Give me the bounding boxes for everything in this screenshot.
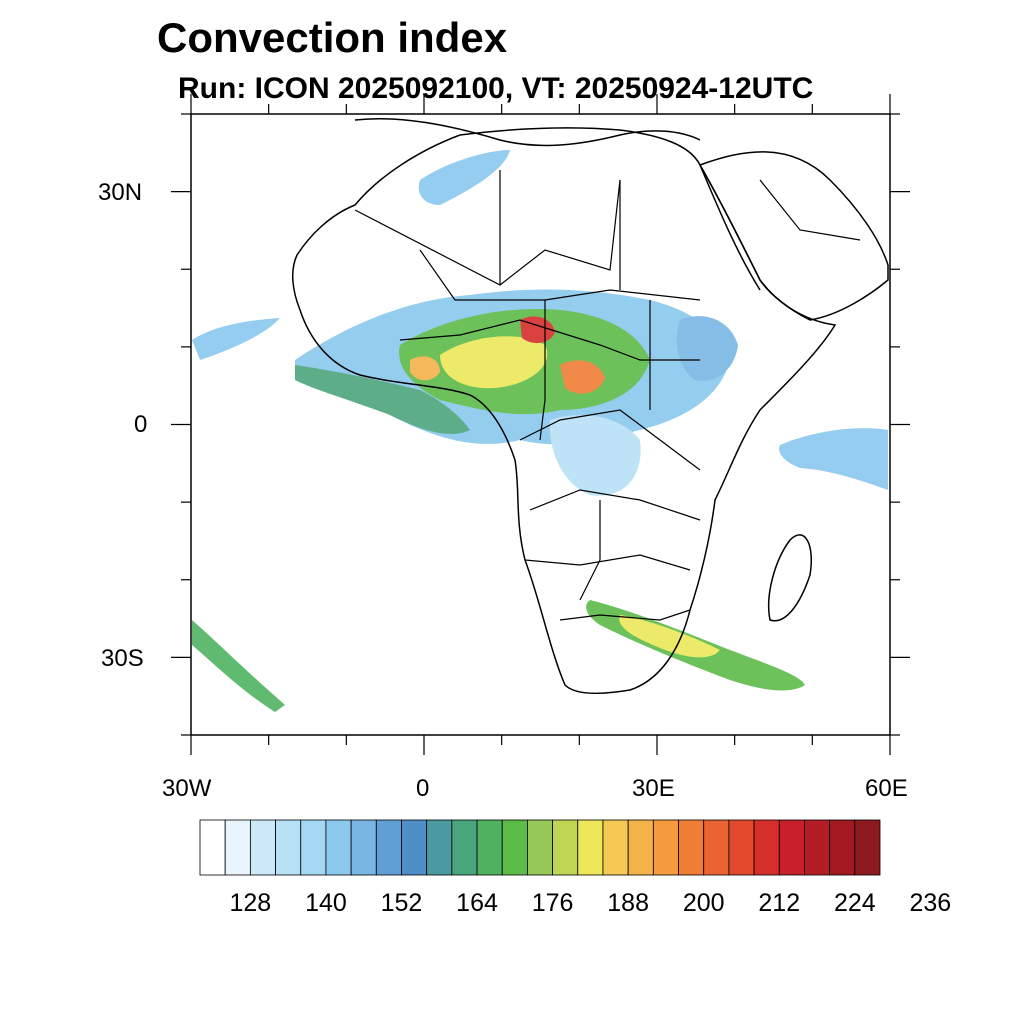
- convection-hotspot-1: [440, 336, 548, 389]
- lon-label-0: 0: [416, 775, 430, 802]
- colorbar-label: 128: [229, 889, 272, 917]
- colorbar-box: [275, 819, 302, 876]
- convection-north-streak: [418, 150, 510, 205]
- border-line: [539, 300, 546, 441]
- country-borders: [354, 170, 861, 621]
- colorbar-box: [703, 819, 730, 876]
- lat-label-30n: 30N: [98, 179, 143, 206]
- lon-label-60e: 60E: [865, 775, 908, 802]
- colorbar-label: 224: [833, 889, 876, 917]
- convection-field: [192, 150, 888, 712]
- colorbar-box: [501, 819, 528, 876]
- colorbar-label: 140: [305, 889, 347, 917]
- colorbar-box: [527, 819, 553, 876]
- border-line: [759, 179, 861, 241]
- colorbar-label: 188: [607, 889, 649, 917]
- colorbar-box: [224, 819, 251, 876]
- colorbar-label: 164: [456, 889, 498, 917]
- colorbar-box: [854, 819, 881, 876]
- colorbar-box: [325, 819, 352, 876]
- mediterranean-coast: [354, 117, 701, 147]
- lat-label-0: 0: [134, 411, 148, 438]
- colorbar-label: 212: [758, 889, 801, 917]
- colorbar-box: [678, 819, 705, 876]
- colorbar-box: [199, 819, 226, 876]
- colorbar-box: [652, 819, 679, 876]
- convection-ethiopia: [676, 316, 738, 381]
- convection-west-atlantic: [192, 318, 280, 360]
- convection-hotspot-3: [560, 360, 605, 394]
- convection-hotspot-4: [410, 356, 440, 381]
- colorbar-box: [375, 819, 402, 876]
- africa-outline: [292, 127, 837, 695]
- colorbar-label: 176: [531, 889, 574, 917]
- border-line: [354, 179, 621, 286]
- lon-label-30e: 30E: [632, 775, 675, 802]
- map-subtitle: Run: ICON 2025092100, VT: 20250924-12UTC: [178, 72, 814, 105]
- lon-label-30w: 30W: [162, 775, 212, 802]
- arabia-outline: [698, 151, 889, 321]
- convection-guinea-tail: [295, 365, 470, 435]
- colorbar-box: [829, 819, 856, 876]
- border-line: [529, 489, 701, 521]
- colorbar-label: 152: [380, 889, 423, 917]
- map-title: Convection index: [157, 14, 508, 61]
- colorbar-label: 200: [682, 889, 725, 917]
- axis-ticks: [171, 94, 910, 755]
- colorbar-box: [350, 819, 377, 876]
- border-line: [524, 554, 691, 571]
- colorbar-box: [476, 819, 503, 876]
- convection-sw-atlantic: [192, 620, 285, 712]
- colorbar-box: [728, 819, 755, 876]
- convection-south-core: [619, 615, 720, 658]
- colorbar-box: [552, 819, 579, 876]
- coastlines: [292, 117, 889, 695]
- madagascar: [767, 534, 812, 622]
- colorbar-box: [602, 819, 629, 876]
- lat-label-30s: 30S: [101, 645, 144, 672]
- convection-indian-ocean: [779, 428, 888, 490]
- colorbar-box: [401, 819, 428, 876]
- colorbar-box: [249, 819, 276, 876]
- colorbar-box: [451, 819, 478, 876]
- border-line: [519, 409, 701, 471]
- colorbar-label: 236: [909, 889, 952, 917]
- colorbar-boxes: [199, 819, 881, 876]
- colorbar-box: [804, 819, 831, 876]
- colorbar-box: [627, 819, 654, 876]
- border-line: [579, 500, 601, 601]
- border-line: [559, 609, 691, 621]
- colorbar-box: [778, 819, 805, 876]
- colorbar-box: [577, 819, 604, 876]
- colorbar-box: [753, 819, 780, 876]
- red-sea-coast: [699, 164, 761, 291]
- colorbar-box: [426, 819, 453, 876]
- convection-congo: [549, 415, 641, 496]
- colorbar-box: [300, 819, 327, 876]
